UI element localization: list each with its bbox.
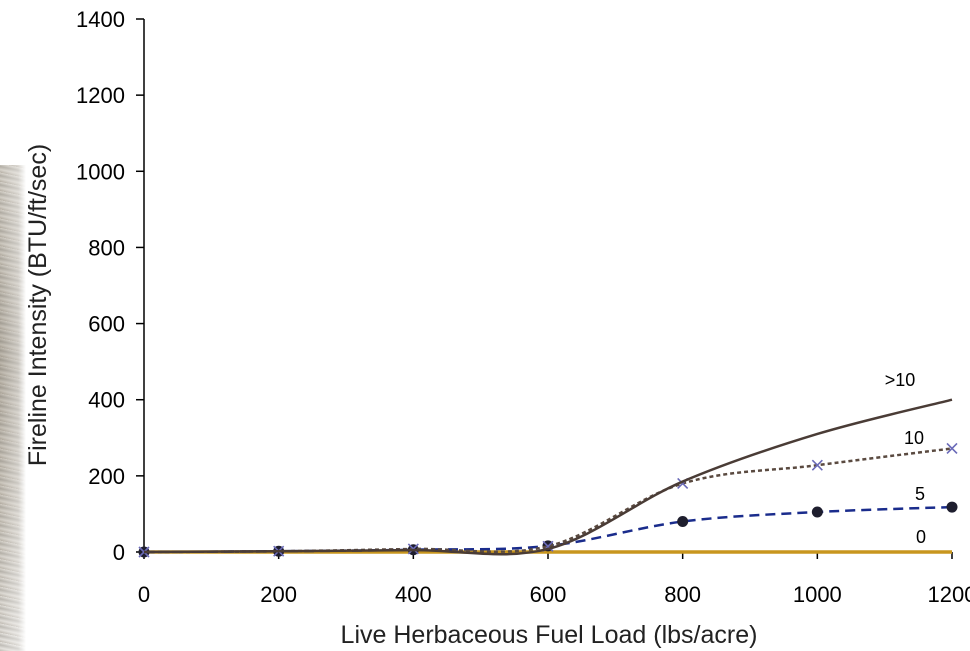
y-tick-label: 1000 xyxy=(76,159,125,184)
x-tick-label: 1200 xyxy=(928,582,970,607)
x-tick-label: 200 xyxy=(260,582,297,607)
y-tick-label: 0 xyxy=(113,540,125,565)
series-4-label: 0 xyxy=(916,527,926,547)
series-2-label: 10 xyxy=(904,428,924,448)
series-3-label: 5 xyxy=(915,484,925,504)
x-tick-label: 600 xyxy=(530,582,567,607)
y-tick-label: 800 xyxy=(88,235,125,260)
x-axis-title: Live Herbaceous Fuel Load (lbs/acre) xyxy=(341,621,758,649)
y-axis: 0 200 400 600 800 1000 1200 1400 xyxy=(76,7,144,565)
y-tick-label: 600 xyxy=(88,312,125,337)
plot-background xyxy=(144,19,952,552)
series-1-label: >10 xyxy=(885,370,916,390)
series-1 xyxy=(143,398,953,556)
plot-area xyxy=(143,19,952,553)
y-axis-title: Fireline Intensity (BTU/ft/sec) xyxy=(24,144,52,466)
x-tick-label: 400 xyxy=(395,582,432,607)
series-1-line xyxy=(143,398,953,556)
y-tick-label: 1200 xyxy=(76,83,125,108)
series-2-point xyxy=(811,459,823,471)
y-tick-label: 400 xyxy=(88,388,125,413)
x-tick-label: 1000 xyxy=(793,582,842,607)
series-layer: >10 10 5 0 xyxy=(138,370,958,558)
series-3-point xyxy=(677,516,689,528)
background-texture xyxy=(0,165,26,651)
x-tick-label: 0 xyxy=(138,582,150,607)
series-2-point xyxy=(946,442,958,455)
series-3-point xyxy=(811,506,823,518)
x-axis: 0 200 400 600 800 1000 1200 xyxy=(138,552,970,607)
x-tick-label: 800 xyxy=(664,582,701,607)
series-3-point xyxy=(946,501,958,513)
y-tick-label: 200 xyxy=(88,464,125,489)
y-tick-label: 1400 xyxy=(76,7,125,32)
